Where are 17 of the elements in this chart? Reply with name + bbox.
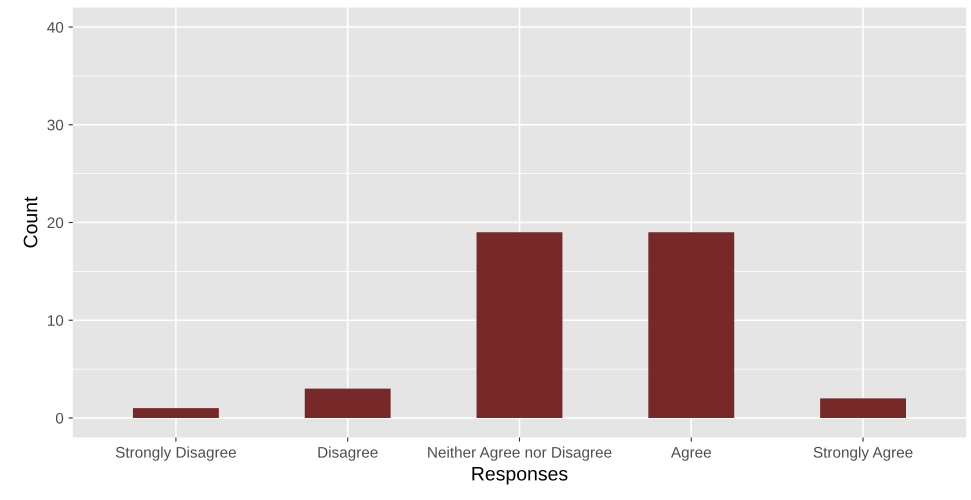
y-tick-label: 10 [48,315,64,326]
y-axis-title: Count [24,196,38,248]
x-tick-label: Agree [670,447,711,461]
y-tick-label: 20 [48,217,64,228]
x-tick-label: Neither Agree nor Disagree [428,446,612,461]
x-tick-label: Strongly Disagree [116,446,236,461]
y-tick-label: 0 [56,412,64,424]
bar [648,232,734,418]
x-tick-label: Strongly Agree [814,446,913,461]
y-tick-label: 40 [47,22,64,33]
x-tick-label: Disagree [318,446,378,461]
x-axis-title: Responses [472,467,568,484]
y-tick-label: 30 [47,120,64,130]
bar [820,398,906,418]
bar [132,408,219,418]
bar [304,388,391,418]
bar [476,232,562,418]
